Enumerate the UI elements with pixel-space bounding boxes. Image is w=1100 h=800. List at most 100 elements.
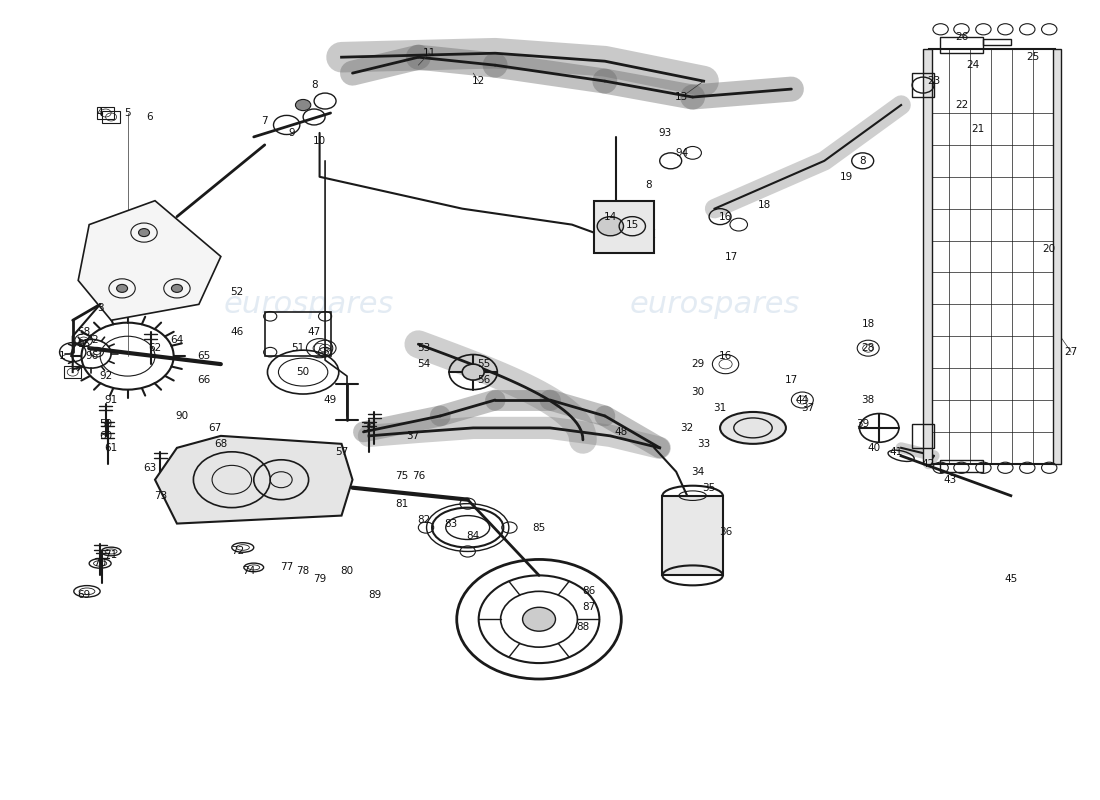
Bar	[64, 366, 81, 378]
Text: 61: 61	[104, 443, 118, 453]
Text: 44: 44	[795, 395, 808, 405]
Bar	[102, 110, 120, 123]
Circle shape	[296, 99, 311, 110]
Text: 95: 95	[77, 339, 90, 349]
Text: 22: 22	[955, 100, 968, 110]
Text: 55: 55	[477, 359, 491, 369]
Text: 77: 77	[280, 562, 294, 573]
Text: 41: 41	[889, 447, 902, 457]
Text: 92: 92	[99, 371, 112, 381]
Text: 64: 64	[170, 335, 184, 346]
Text: 71: 71	[104, 550, 118, 561]
Text: 17: 17	[784, 375, 798, 385]
Text: 19: 19	[839, 172, 853, 182]
Text: 96: 96	[86, 351, 99, 361]
Text: 81: 81	[395, 498, 408, 509]
Bar	[912, 424, 934, 448]
Text: 52: 52	[231, 287, 244, 298]
Text: 42: 42	[922, 458, 935, 469]
Text: 89: 89	[367, 590, 381, 600]
Text: 24: 24	[966, 60, 979, 70]
Text: 79: 79	[314, 574, 327, 584]
Text: 5: 5	[124, 108, 131, 118]
Text: 18: 18	[757, 200, 771, 210]
Text: 59: 59	[99, 419, 112, 429]
Text: 93: 93	[659, 128, 672, 138]
Text: eurospares: eurospares	[629, 290, 800, 319]
Text: 80: 80	[341, 566, 353, 577]
Text: 21: 21	[971, 124, 984, 134]
Text: 25: 25	[1026, 52, 1039, 62]
Text: 20: 20	[1043, 243, 1056, 254]
Text: 70: 70	[94, 558, 107, 569]
Text: 11: 11	[422, 48, 436, 58]
Bar	[912, 73, 934, 97]
Text: 66: 66	[198, 375, 211, 385]
Text: 91: 91	[104, 395, 118, 405]
Text: 40: 40	[867, 443, 880, 453]
Text: 69: 69	[77, 590, 90, 600]
Text: 53: 53	[417, 343, 430, 353]
Text: 30: 30	[692, 387, 705, 397]
Text: 94: 94	[675, 148, 689, 158]
Text: 29: 29	[692, 359, 705, 369]
Circle shape	[462, 364, 484, 380]
Text: 14: 14	[604, 212, 617, 222]
Circle shape	[597, 217, 624, 236]
Text: 27: 27	[1065, 347, 1078, 357]
Text: 38: 38	[861, 395, 875, 405]
Text: 54: 54	[417, 359, 430, 369]
Text: 39: 39	[362, 423, 375, 433]
Text: 17: 17	[725, 251, 738, 262]
Text: 72: 72	[231, 546, 244, 557]
Text: 68: 68	[214, 439, 228, 449]
Text: 63: 63	[143, 462, 156, 473]
Text: 8: 8	[322, 347, 329, 357]
Text: 60: 60	[99, 431, 112, 441]
Bar	[939, 460, 983, 472]
Text: 75: 75	[395, 470, 408, 481]
Text: 15: 15	[626, 220, 639, 230]
Text: 7: 7	[262, 116, 268, 126]
Text: 3: 3	[97, 303, 103, 314]
Text: 43: 43	[944, 474, 957, 485]
Text: 82: 82	[417, 514, 430, 525]
Text: 74: 74	[242, 566, 255, 577]
Text: 50: 50	[297, 367, 310, 377]
Text: 84: 84	[466, 530, 480, 541]
PathPatch shape	[155, 436, 352, 523]
Text: 67: 67	[209, 423, 222, 433]
Text: 23: 23	[927, 76, 940, 86]
Text: 45: 45	[1004, 574, 1018, 584]
Text: 39: 39	[856, 419, 869, 429]
Circle shape	[139, 229, 150, 237]
Text: 8: 8	[859, 156, 866, 166]
Text: 34: 34	[692, 466, 705, 477]
Text: 58: 58	[77, 327, 90, 338]
Bar	[939, 38, 983, 54]
Text: 28: 28	[861, 343, 875, 353]
Circle shape	[522, 607, 556, 631]
Text: 73: 73	[154, 490, 167, 501]
Text: 46: 46	[231, 327, 244, 338]
Text: 85: 85	[532, 522, 546, 533]
Text: 37: 37	[801, 403, 814, 413]
Text: 86: 86	[582, 586, 595, 596]
Text: 32: 32	[681, 423, 694, 433]
Circle shape	[117, 285, 128, 292]
Bar	[928, 50, 1055, 464]
Text: 65: 65	[198, 351, 211, 361]
Text: 6: 6	[146, 112, 153, 122]
Text: 26: 26	[955, 32, 968, 42]
Text: 16: 16	[719, 351, 733, 361]
Text: 87: 87	[582, 602, 595, 612]
Text: 88: 88	[576, 622, 590, 632]
Text: 18: 18	[861, 319, 875, 330]
Bar	[983, 39, 1011, 46]
Text: 76: 76	[411, 470, 425, 481]
Bar	[923, 50, 932, 464]
Bar	[97, 106, 114, 119]
Text: eurospares: eurospares	[223, 290, 394, 319]
Text: 37: 37	[406, 431, 419, 441]
Text: 83: 83	[444, 518, 458, 529]
